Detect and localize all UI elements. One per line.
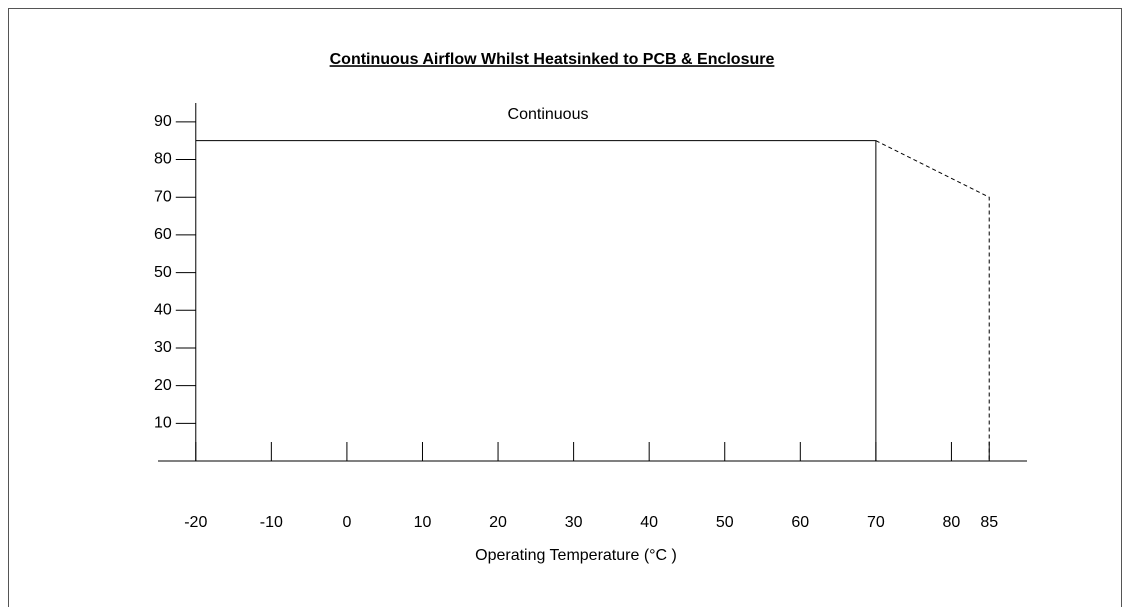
frame (8, 8, 1122, 607)
annotation: Continuous (508, 106, 589, 123)
x-tick-label: 20 (489, 514, 507, 531)
y-tick-label: 20 (154, 377, 172, 394)
x-tick-label: -10 (260, 514, 283, 531)
x-tick-label: 80 (943, 514, 961, 531)
y-tick-label: 30 (154, 339, 172, 356)
x-axis-label: Operating Temperature (°C ) (475, 547, 677, 564)
x-tick-label: 60 (791, 514, 809, 531)
y-tick-label: 10 (154, 415, 172, 432)
chart-title: Continuous Airflow Whilst Heatsinked to … (330, 51, 775, 68)
y-tick-label: 40 (154, 301, 172, 318)
x-tick-label: 50 (716, 514, 734, 531)
x-tick-label: 30 (565, 514, 583, 531)
x-tick-label: 10 (414, 514, 432, 531)
y-tick-label: 80 (154, 151, 172, 168)
x-tick-label: 40 (640, 514, 658, 531)
x-tick-label: 85 (980, 514, 998, 531)
y-tick-label: 70 (154, 188, 172, 205)
y-tick-label: 50 (154, 264, 172, 281)
line-series (195, 140, 877, 461)
x-tick-label: 70 (867, 514, 885, 531)
x-tick-label: -20 (184, 514, 207, 531)
x-tick-label: 0 (342, 514, 351, 531)
y-tick-label: 90 (154, 113, 172, 130)
y-tick-label: 60 (154, 226, 172, 243)
line-series (875, 140, 990, 461)
